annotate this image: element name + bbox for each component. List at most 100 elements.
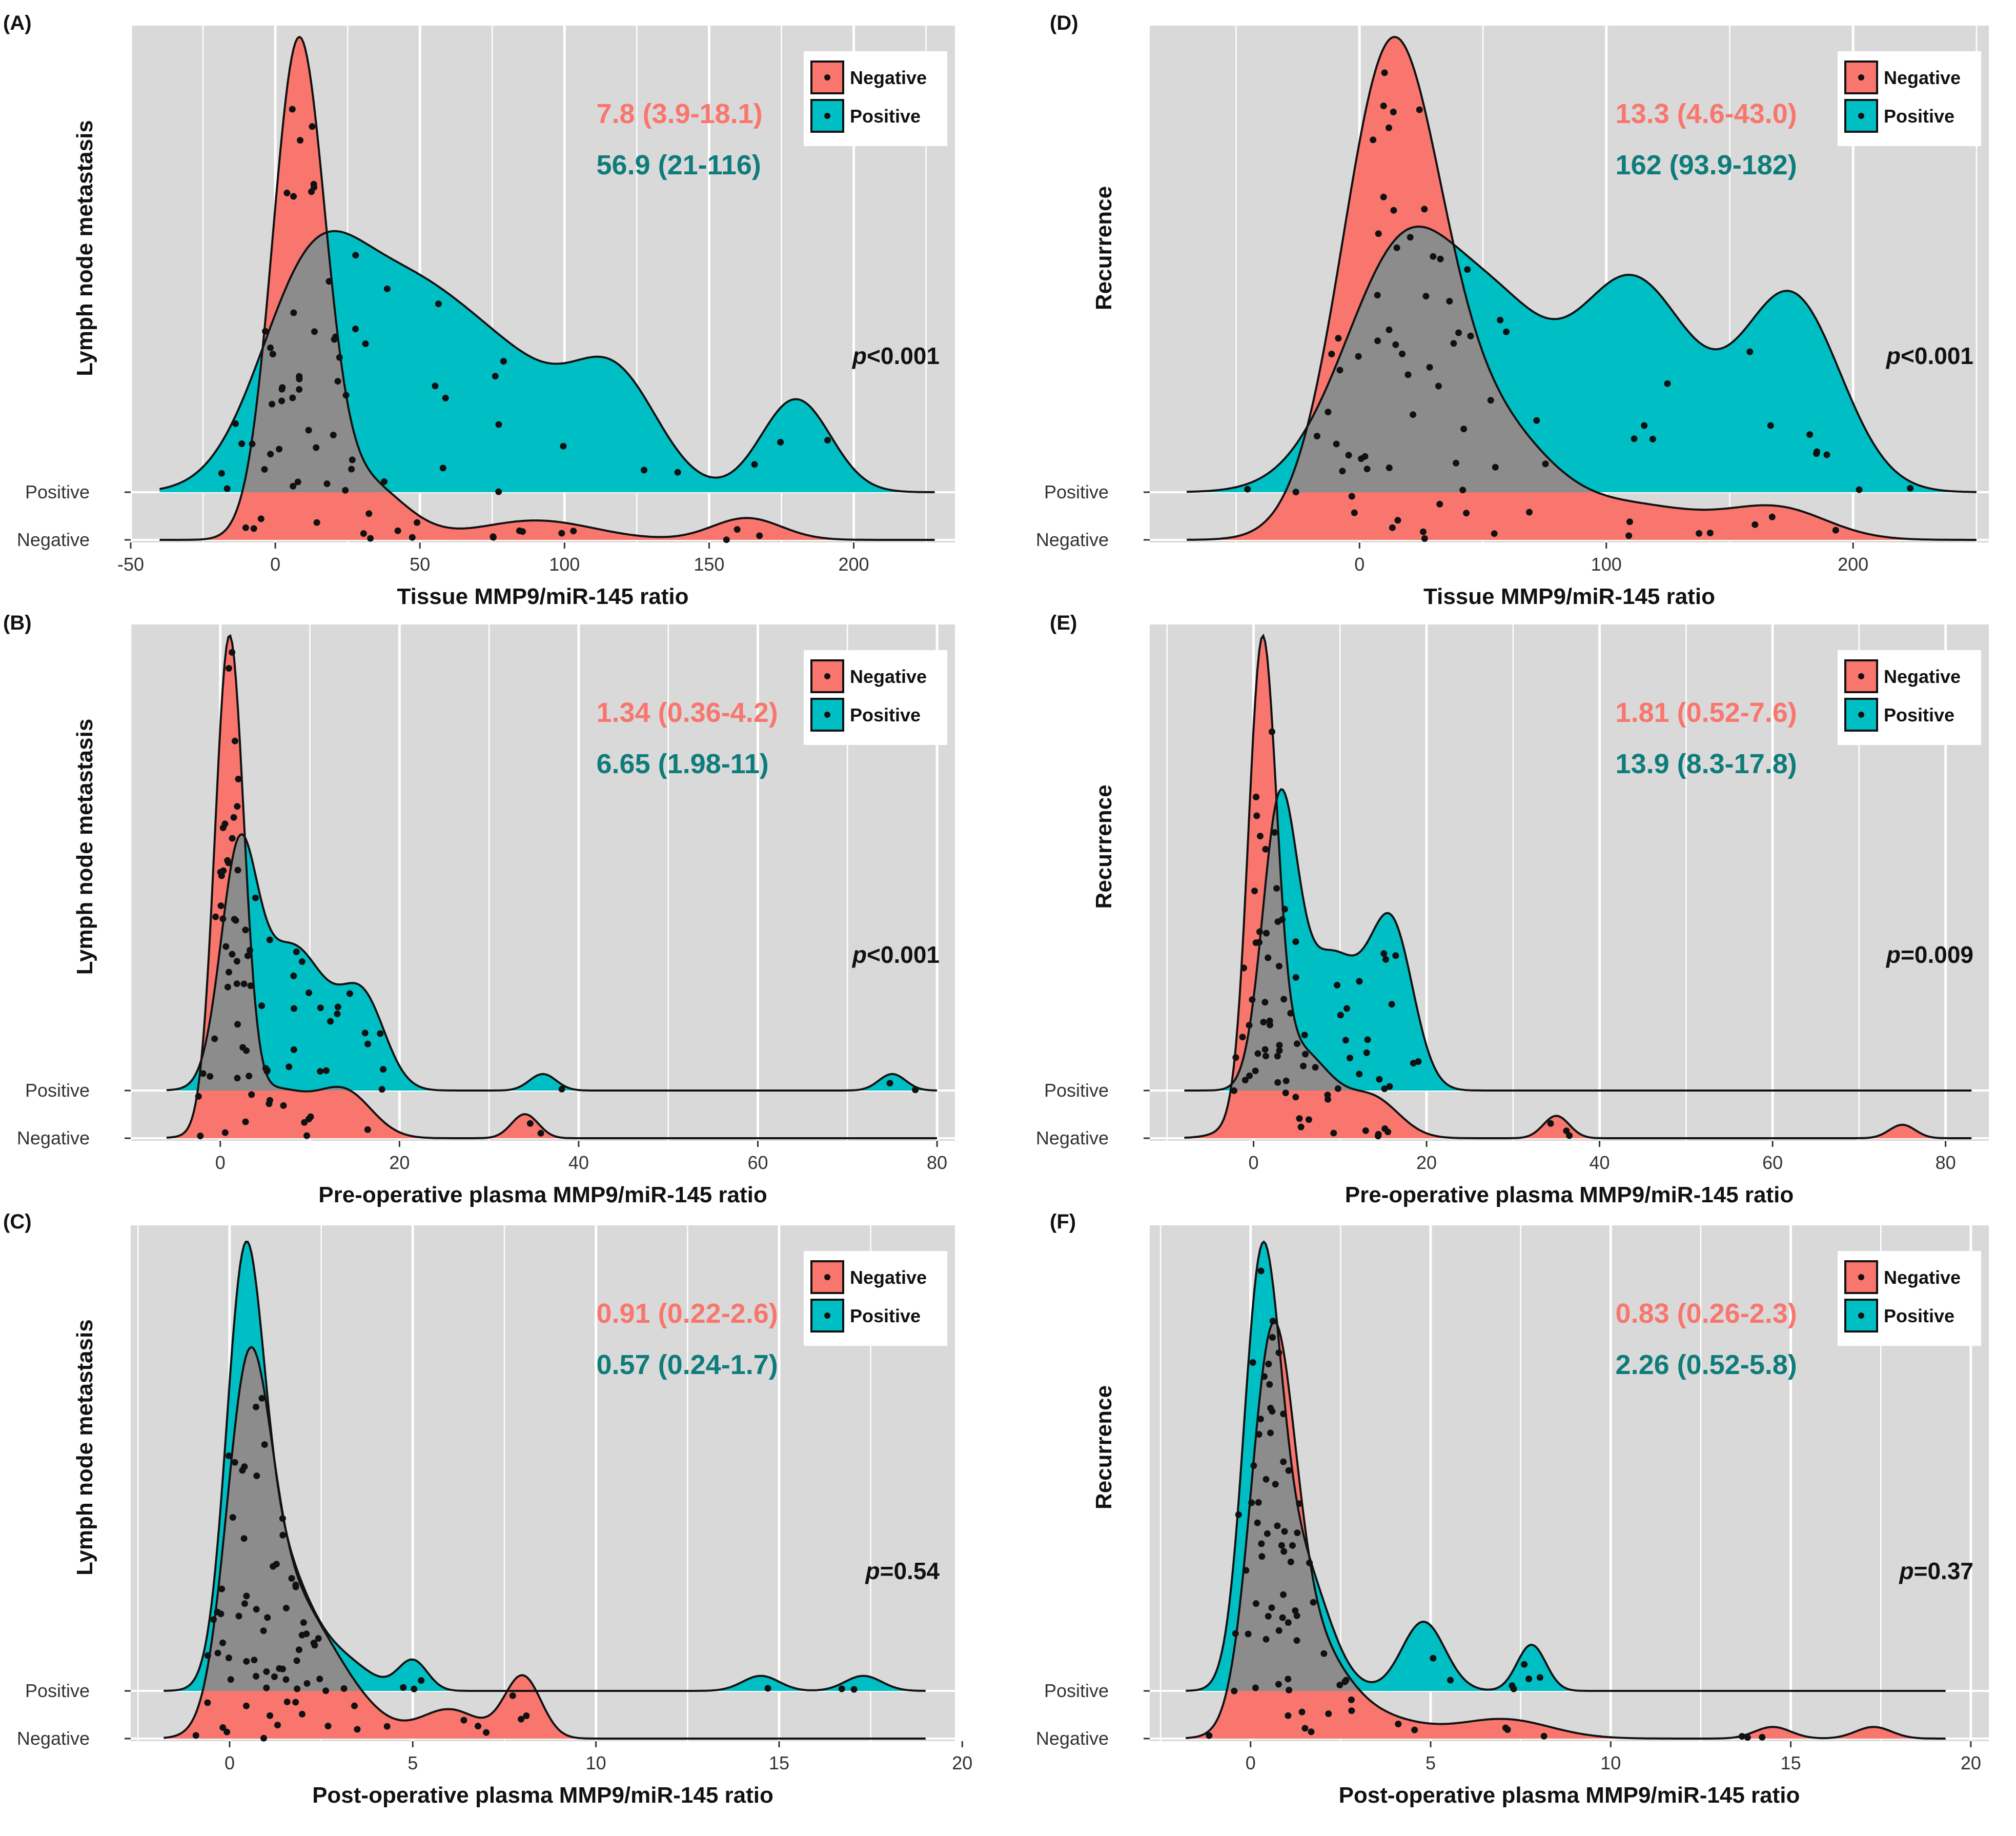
data-point bbox=[219, 915, 227, 922]
data-point bbox=[1392, 952, 1399, 959]
overlap-area bbox=[166, 834, 938, 1091]
data-point bbox=[400, 1684, 407, 1691]
data-point bbox=[316, 1676, 323, 1683]
data-point bbox=[266, 936, 273, 943]
panel-c: (C) Positive Negative 0 5 10 15 20 Post-operativ… bbox=[3, 1210, 972, 1808]
data-point bbox=[298, 1631, 306, 1639]
data-point bbox=[233, 958, 240, 965]
y-axis-label: Recurrence bbox=[1091, 784, 1116, 909]
data-point bbox=[492, 373, 499, 380]
data-point bbox=[1392, 341, 1399, 348]
data-point bbox=[212, 913, 219, 920]
data-point bbox=[310, 1640, 317, 1646]
data-point bbox=[526, 1120, 534, 1127]
data-point bbox=[246, 1073, 253, 1080]
data-point bbox=[1759, 1733, 1766, 1741]
data-point bbox=[1274, 1079, 1281, 1086]
data-point bbox=[1404, 371, 1412, 378]
x-axis-label: Post-operative plasma MMP9/miR-145 ratio bbox=[312, 1783, 773, 1808]
data-point bbox=[258, 1002, 265, 1010]
data-point bbox=[222, 943, 230, 950]
data-point bbox=[1706, 530, 1714, 536]
stat-negative: 7.8 (3.9-18.1) bbox=[597, 98, 763, 129]
data-point bbox=[1271, 829, 1278, 836]
stat-positive: 2.26 (0.52-5.8) bbox=[1616, 1349, 1797, 1380]
data-point bbox=[1744, 1734, 1751, 1741]
data-point bbox=[1345, 452, 1352, 459]
data-point bbox=[1907, 485, 1914, 492]
data-point bbox=[1274, 1053, 1281, 1060]
data-point bbox=[248, 1091, 255, 1098]
data-point bbox=[239, 1467, 246, 1474]
data-point bbox=[1455, 329, 1462, 336]
data-point bbox=[1509, 1682, 1516, 1689]
data-point bbox=[365, 510, 373, 517]
data-point bbox=[1280, 1410, 1287, 1418]
data-point bbox=[764, 1685, 771, 1692]
data-point bbox=[1832, 527, 1839, 534]
data-point bbox=[1390, 207, 1397, 214]
legend-key-point bbox=[824, 712, 830, 718]
data-point bbox=[1261, 999, 1269, 1006]
data-point bbox=[1275, 1349, 1282, 1356]
data-point bbox=[263, 1684, 270, 1691]
data-point bbox=[210, 1616, 217, 1623]
data-point bbox=[1257, 833, 1264, 840]
data-point bbox=[225, 859, 232, 866]
data-point bbox=[243, 1658, 250, 1665]
data-point bbox=[240, 1535, 248, 1542]
data-point bbox=[325, 278, 333, 285]
data-point bbox=[1262, 845, 1269, 853]
data-point bbox=[1394, 517, 1401, 524]
data-point bbox=[249, 440, 256, 448]
data-point bbox=[217, 1610, 225, 1618]
p-value: p<0.001 bbox=[1885, 342, 1973, 369]
data-point bbox=[264, 1614, 271, 1621]
data-point bbox=[1325, 409, 1332, 416]
data-point bbox=[279, 1531, 287, 1539]
p-value: p<0.001 bbox=[851, 342, 940, 369]
data-point bbox=[495, 488, 502, 495]
x-tick-label: 50 bbox=[410, 554, 430, 575]
data-point bbox=[294, 478, 301, 486]
data-point bbox=[1272, 1481, 1279, 1488]
stat-negative: 1.81 (0.52-7.6) bbox=[1616, 697, 1797, 728]
data-point bbox=[1246, 1022, 1253, 1029]
data-point bbox=[336, 354, 343, 361]
data-point bbox=[230, 814, 237, 821]
data-point bbox=[199, 1070, 207, 1077]
data-point bbox=[1258, 1553, 1266, 1560]
data-point bbox=[475, 1723, 481, 1730]
data-point bbox=[1746, 348, 1754, 355]
data-point bbox=[490, 533, 497, 540]
data-point bbox=[500, 358, 507, 365]
data-point bbox=[1363, 466, 1371, 473]
data-point bbox=[418, 1677, 425, 1684]
data-point bbox=[1375, 230, 1382, 237]
data-point bbox=[1335, 335, 1342, 342]
data-point bbox=[537, 1129, 544, 1137]
negative-density-line bbox=[1187, 35, 1977, 541]
data-point bbox=[261, 1441, 268, 1448]
data-point bbox=[1738, 1733, 1745, 1740]
data-point bbox=[414, 519, 421, 526]
p-value: p=0.37 bbox=[1898, 1558, 1973, 1584]
data-point bbox=[271, 1673, 278, 1680]
negative-density-line bbox=[159, 35, 935, 541]
y-axis-label: Lymph node metastasis bbox=[72, 120, 97, 376]
data-point bbox=[1381, 69, 1388, 76]
x-tick-label: 0 bbox=[1246, 1752, 1256, 1773]
data-point bbox=[1416, 106, 1423, 113]
data-point bbox=[1356, 978, 1363, 985]
data-point bbox=[297, 137, 304, 144]
data-point bbox=[383, 285, 391, 292]
data-point bbox=[192, 1732, 199, 1739]
data-point bbox=[269, 351, 276, 358]
data-point bbox=[558, 530, 565, 537]
data-point bbox=[1267, 1429, 1274, 1437]
data-point bbox=[221, 1129, 229, 1136]
data-point bbox=[1280, 1591, 1287, 1598]
data-point bbox=[292, 1699, 299, 1706]
data-point bbox=[1269, 1334, 1276, 1341]
